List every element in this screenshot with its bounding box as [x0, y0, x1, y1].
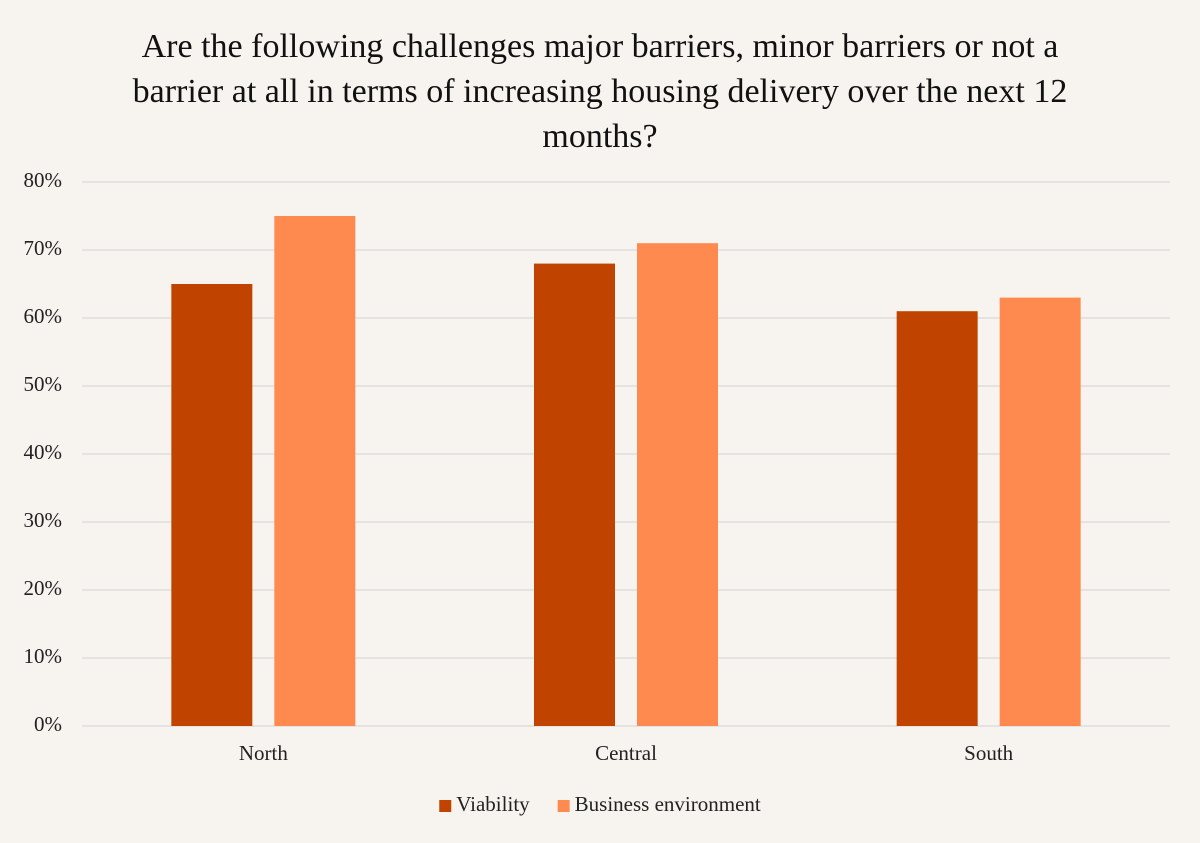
bar	[171, 284, 253, 726]
bar	[637, 243, 718, 726]
y-tick-label: 40%	[24, 440, 63, 464]
y-tick-label: 20%	[24, 576, 63, 600]
bar	[896, 311, 978, 726]
y-tick-label: 70%	[24, 236, 63, 260]
y-tick-label: 30%	[24, 508, 63, 532]
y-tick-label: 50%	[24, 372, 63, 396]
y-tick-label: 10%	[24, 644, 63, 668]
y-tick-label: 60%	[24, 304, 63, 328]
legend-label: Viability	[456, 792, 530, 816]
x-tick-label: South	[964, 741, 1014, 765]
y-tick-label: 0%	[34, 712, 62, 736]
bar	[534, 263, 615, 726]
legend-swatch	[439, 800, 452, 812]
legend-label: Business environment	[575, 792, 761, 816]
bar	[999, 297, 1081, 726]
y-tick-label: 80%	[24, 168, 63, 192]
legend-swatch	[557, 800, 570, 812]
bar	[274, 216, 356, 726]
x-tick-label: North	[239, 741, 288, 765]
x-tick-label: Central	[595, 741, 657, 765]
chart-title: Are the following challenges major barri…	[132, 28, 1068, 155]
